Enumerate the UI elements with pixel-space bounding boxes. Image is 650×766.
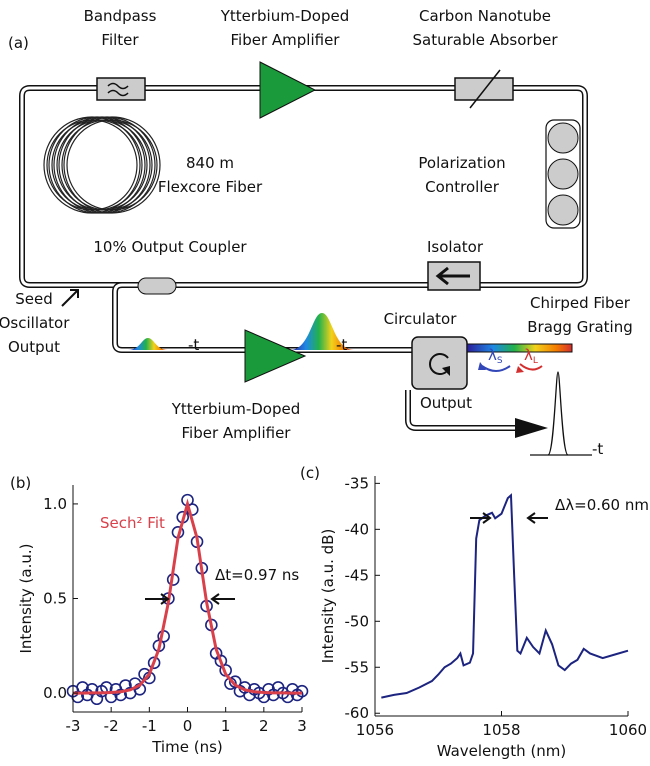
panel-label: (b): [10, 474, 31, 492]
pulse: [128, 338, 168, 350]
label: Filter: [101, 31, 139, 49]
label: Ytterbium-Doped: [220, 7, 350, 25]
x-axis-label: Time (ns): [151, 738, 223, 756]
bandpass-filter: [96, 77, 146, 101]
output-arrow: [515, 418, 548, 438]
grating: [466, 343, 573, 353]
label: Flexcore Fiber: [158, 178, 263, 196]
y-tick-label: -40: [345, 520, 370, 538]
amplifier: [244, 329, 307, 383]
y-tick-label: 1.0: [43, 495, 67, 513]
label: Carbon Nanotube: [419, 7, 551, 25]
panel-label: (a): [8, 34, 29, 52]
label: Saturable Absorber: [412, 31, 558, 49]
annotation: Δλ=0.60 nm: [555, 496, 649, 514]
annotation: Δt=0.97 ns: [215, 566, 299, 584]
label: Polarization: [418, 154, 505, 172]
label: Bandpass: [84, 7, 157, 25]
label: Ytterbium-Doped: [171, 400, 301, 418]
x-tick-label: 1058: [482, 721, 520, 739]
lambda-l: λL: [524, 346, 538, 366]
output-coupler: [137, 277, 177, 295]
lambda-s: λS: [488, 346, 503, 366]
chart: (c) 1056 1058 1060 -60 -55 -50 -45 -40 -35 Wavelen…: [300, 464, 649, 760]
label: Circulator: [384, 310, 458, 328]
fwhm-arrow: [526, 512, 548, 524]
label: Bragg Grating: [527, 318, 633, 336]
fiber-coil: [43, 116, 161, 214]
chart: (b) Sech² Fit -3 -2 -1 0 1 2 3 0.0 0.5 1.0 Time (ns)…: [10, 474, 309, 756]
x-tick-label: 2: [259, 717, 269, 735]
y-tick-label: -45: [345, 566, 370, 584]
x-tick-label: 0: [183, 717, 193, 735]
seed-arrow: [61, 289, 79, 307]
label: Output: [420, 394, 472, 412]
label: Fiber Amplifier: [231, 31, 341, 49]
pulse: [290, 313, 354, 350]
y-tick-label: -55: [345, 658, 370, 676]
label: Controller: [425, 178, 500, 196]
x-tick-label: -1: [142, 717, 157, 735]
point: [295, 684, 309, 698]
x-tick-label: 1056: [356, 721, 394, 739]
diagram: (a) Bandpass Filter Ytterbium-Doped Fibe…: [0, 7, 633, 458]
y-tick-label: 0.5: [43, 590, 67, 608]
y-axis-label: Intensity (a.u.): [17, 544, 35, 654]
label: Isolator: [427, 238, 484, 256]
fwhm-arrow: [210, 593, 235, 605]
label: Chirped Fiber: [530, 294, 631, 312]
output-pulse: [547, 371, 569, 456]
line: [73, 498, 302, 695]
y-axis-label: Intensity (a.u. dB): [319, 529, 337, 664]
panel-label: (c): [300, 464, 320, 482]
line: [381, 493, 629, 699]
circulator: [411, 336, 468, 390]
time-label: -t: [336, 336, 347, 354]
x-tick-label: 1: [221, 717, 231, 735]
absorber: [454, 77, 514, 101]
point: [147, 656, 161, 670]
fwhm-arrow: [145, 593, 170, 605]
label: Fiber Amplifier: [182, 424, 292, 442]
x-tick-label: 3: [297, 717, 307, 735]
x-tick-label: 1060: [609, 721, 647, 739]
time-label: -t: [188, 336, 199, 354]
y-tick-label: -35: [345, 474, 370, 492]
fwhm-arrow: [470, 512, 492, 524]
label: 10% Output Coupler: [93, 238, 247, 256]
y-tick-label: 0.0: [43, 684, 67, 702]
amplifier: [259, 61, 317, 119]
label: Oscillator: [0, 314, 70, 332]
x-tick-label: -2: [104, 717, 119, 735]
fit-label: Sech² Fit: [100, 514, 165, 532]
label: 840 m: [186, 154, 234, 172]
x-axis-label: Wavelength (nm): [437, 742, 567, 760]
x-tick-label: -3: [66, 717, 81, 735]
y-tick-label: -50: [345, 612, 370, 630]
y-tick-label: -60: [345, 704, 370, 722]
label: Output: [8, 338, 60, 356]
time-label: -t: [592, 440, 603, 458]
label: Seed: [15, 290, 53, 308]
